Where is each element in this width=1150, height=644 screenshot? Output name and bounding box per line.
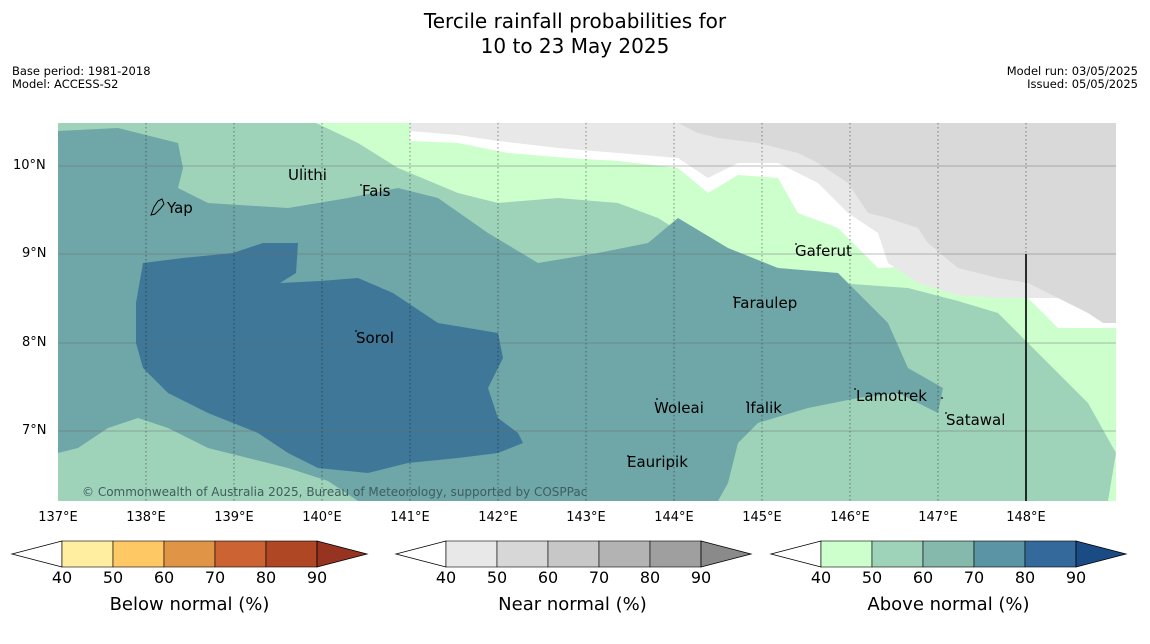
- near-tick-80: 80: [639, 568, 661, 587]
- lon-label-140e: 140°E: [302, 510, 342, 525]
- above-colorbar-segment: [922, 540, 975, 568]
- yap-island-outline: [150, 198, 165, 216]
- island-dots: [302, 165, 947, 457]
- near-tick-90: 90: [690, 568, 712, 587]
- place-label-gaferut: Gaferut: [795, 242, 852, 260]
- lat-label-9n: 9°N: [22, 246, 47, 261]
- colorbar-legends: [10, 540, 1128, 568]
- near-colorbar-segment: [547, 540, 600, 568]
- below-tick-40: 40: [51, 568, 73, 587]
- above-colorbar-over-arrow: [1075, 540, 1128, 568]
- above-colorbar-segment: [871, 540, 924, 568]
- lat-label-8n: 8°N: [22, 335, 47, 350]
- below-colorbar-segment: [163, 540, 216, 568]
- near-colorbar-segment: [649, 540, 702, 568]
- lon-label-148e: 148°E: [1006, 510, 1046, 525]
- above-tick-40: 40: [810, 568, 832, 587]
- above-50-south-region: [58, 418, 358, 501]
- base-period: Base period: 1981-2018: [12, 64, 151, 78]
- copyright-notice: © Commonwealth of Australia 2025, Bureau…: [82, 485, 588, 499]
- above-tick-80: 80: [1014, 568, 1036, 587]
- latitude-gridlines: [58, 165, 1116, 432]
- place-label-sorol: Sorol: [356, 329, 394, 347]
- lon-label-144e: 144°E: [654, 510, 694, 525]
- near-colorbar-under-arrow: [394, 540, 447, 568]
- near-tick-40: 40: [435, 568, 457, 587]
- below-colorbar-over-arrow: [316, 540, 369, 568]
- map-title-line1: Tercile rainfall probabilities for: [423, 9, 727, 33]
- near-tick-60: 60: [537, 568, 559, 587]
- lat-label-7n: 7°N: [22, 423, 47, 438]
- lon-label-146e: 146°E: [830, 510, 870, 525]
- near-tick-70: 70: [588, 568, 610, 587]
- above-tick-50: 50: [861, 568, 883, 587]
- below-colorbar-under-arrow: [10, 540, 63, 568]
- lon-label-143e: 143°E: [566, 510, 606, 525]
- below-tick-60: 60: [153, 568, 175, 587]
- above-tick-70: 70: [963, 568, 985, 587]
- colorbar-near-normal: [394, 540, 753, 568]
- place-label-yap: Yap: [167, 199, 193, 217]
- below-colorbar-segment: [265, 540, 318, 568]
- above-colorbar-segment: [973, 540, 1026, 568]
- place-label-woleai: Woleai: [654, 399, 704, 417]
- place-label-faraulep: Faraulep: [733, 294, 798, 312]
- near-50-region: [678, 123, 1116, 323]
- below-tick-80: 80: [255, 568, 277, 587]
- above-tick-90: 90: [1065, 568, 1087, 587]
- model-run: Model run: 03/05/2025: [1006, 64, 1138, 78]
- near-normal-label: Near normal (%): [498, 594, 647, 615]
- near-colorbar-segment: [598, 540, 651, 568]
- place-label-eauripik: Eauripik: [627, 453, 688, 471]
- lon-label-147e: 147°E: [918, 510, 958, 525]
- model-name: Model: ACCESS-S2: [12, 77, 119, 91]
- below-colorbar-segment: [112, 540, 165, 568]
- lon-label-142e: 142°E: [478, 510, 518, 525]
- above-colorbar-under-arrow: [769, 540, 822, 568]
- below-tick-90: 90: [306, 568, 328, 587]
- above-colorbar-segment: [820, 540, 873, 568]
- near-colorbar-over-arrow: [700, 540, 753, 568]
- above-70-region: [136, 243, 523, 473]
- probability-map: [58, 123, 1116, 501]
- above-tick-60: 60: [912, 568, 934, 587]
- place-label-satawal: Satawal: [946, 411, 1006, 429]
- below-colorbar-segment: [61, 540, 114, 568]
- place-label-fais: Fais: [362, 182, 391, 200]
- lat-label-10n: 10°N: [13, 158, 46, 173]
- below-tick-70: 70: [204, 568, 226, 587]
- below-tick-50: 50: [102, 568, 124, 587]
- near-colorbar-segment: [496, 540, 549, 568]
- lon-label-145e: 145°E: [742, 510, 782, 525]
- place-label-lamotrek: Lamotrek: [856, 387, 927, 405]
- near-tick-50: 50: [486, 568, 508, 587]
- lon-label-137e: 137°E: [38, 510, 78, 525]
- below-colorbar-segment: [214, 540, 267, 568]
- above-normal-label: Above normal (%): [867, 594, 1030, 615]
- lon-label-141e: 141°E: [390, 510, 430, 525]
- lon-label-138e: 138°E: [126, 510, 166, 525]
- near-colorbar-segment: [445, 540, 498, 568]
- lon-label-139e: 139°E: [214, 510, 254, 525]
- place-label-ifalik: Ifalik: [746, 399, 782, 417]
- colorbar-above-normal: [769, 540, 1128, 568]
- map-title-line2: 10 to 23 May 2025: [480, 34, 670, 58]
- below-normal-label: Below normal (%): [109, 594, 270, 615]
- place-label-ulithi: Ulithi: [288, 166, 327, 184]
- map-canvas: [58, 123, 1116, 501]
- above-colorbar-segment: [1024, 540, 1077, 568]
- issued-date: Issued: 05/05/2025: [1027, 77, 1138, 91]
- colorbar-below-normal: [10, 540, 369, 568]
